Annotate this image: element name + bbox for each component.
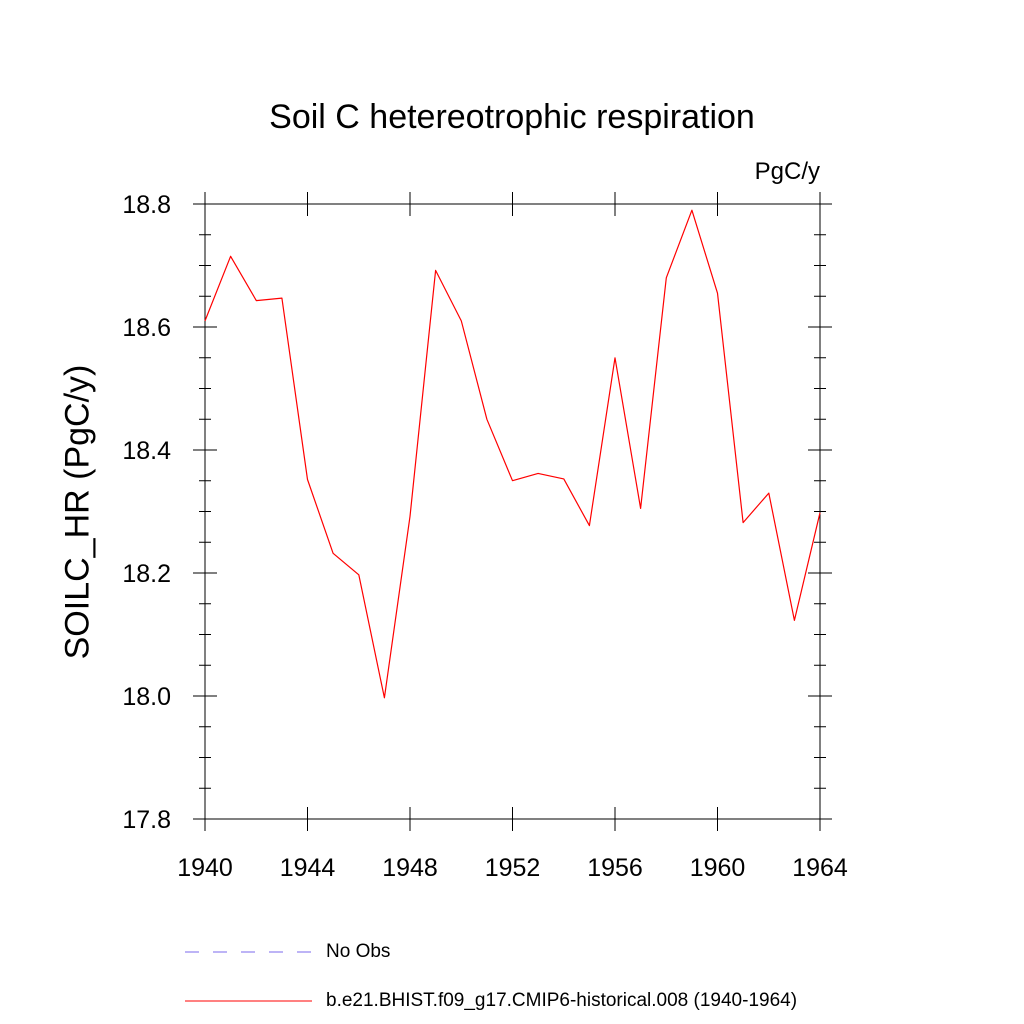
x-tick-label: 1964 (792, 854, 848, 882)
x-tick-label: 1948 (382, 854, 438, 882)
y-tick-label: 18.6 (122, 314, 171, 342)
legend (185, 951, 312, 1002)
x-tick-label: 1940 (177, 854, 233, 882)
y-tick-label: 18.0 (122, 683, 171, 711)
units-label: PgC/y (754, 158, 820, 185)
x-tick-label: 1952 (485, 854, 541, 882)
x-tick-label: 1944 (280, 854, 336, 882)
series-line-0 (204, 209, 821, 699)
chart-title: Soil C hetereotrophic respiration (269, 98, 755, 136)
x-tick-label: 1960 (690, 854, 746, 882)
legend-label-no-obs: No Obs (326, 941, 391, 962)
axes: 17.8 18.0 18.2 18.4 18.6 18.8 1940 1944 1948 1952… (122, 191, 848, 882)
y-tick-label: 18.8 (122, 191, 171, 219)
y-tick-label: 18.2 (122, 560, 171, 588)
plot-frame (204, 203, 821, 820)
y-tick-label: 18.4 (122, 437, 171, 465)
legend-label-model: b.e21.BHIST.f09_g17.CMIP6-historical.008… (326, 990, 798, 1011)
x-tick-label: 1956 (587, 854, 643, 882)
plot-series (204, 209, 821, 699)
y-tick-label: 17.8 (122, 806, 171, 834)
